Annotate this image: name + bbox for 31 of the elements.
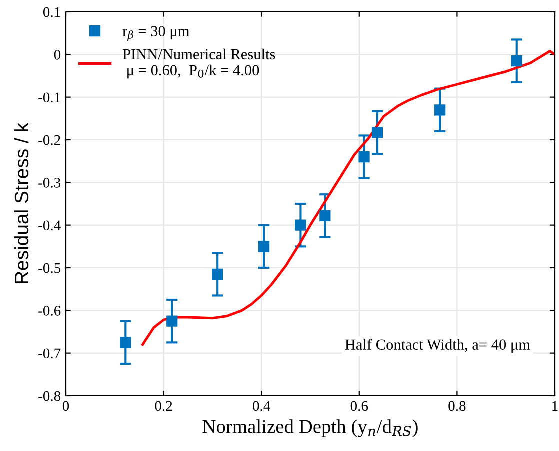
x-tick-label: 0.6 xyxy=(350,401,368,412)
x-tick-label: 0.2 xyxy=(155,401,172,412)
y-tick-label: 0 xyxy=(54,50,61,60)
y-tick-label: -0.3 xyxy=(38,178,61,188)
point xyxy=(295,220,306,231)
point xyxy=(434,104,446,116)
point xyxy=(166,316,178,327)
x-axis-title: Normalized Depth (y$_{n}$/d$_{RS}$) xyxy=(202,420,418,438)
point xyxy=(258,241,270,252)
point xyxy=(212,268,224,280)
point xyxy=(511,56,522,67)
point xyxy=(358,152,370,163)
point xyxy=(120,337,132,348)
y-tick-label: -0.4 xyxy=(38,220,61,231)
x-tick-label: 1 xyxy=(552,401,558,411)
y-axis-title: Residual Stress / k xyxy=(14,122,29,284)
y-tick-label: -0.1 xyxy=(38,92,60,103)
y-tick-label: 0.1 xyxy=(43,7,60,18)
y-tick-label: -0.7 xyxy=(38,348,61,359)
y-tick-label: -0.5 xyxy=(38,263,61,274)
y-tick-label: -0.6 xyxy=(38,306,61,316)
y-tick-label: -0.8 xyxy=(38,391,61,402)
x-tick-label: 0 xyxy=(62,401,70,412)
annotation: Half Contact Width, a= 40 μm xyxy=(345,339,530,354)
point xyxy=(320,210,331,222)
legend-label: PINN/Numerical Results μ = 0.60, P$_{0}$/k = 4.00 xyxy=(122,48,276,79)
point xyxy=(372,127,384,138)
legend-label: r$_{β}$ = 30 μm xyxy=(122,26,190,41)
x-tick-label: 0.8 xyxy=(448,401,466,412)
x-tick-label: 0.4 xyxy=(253,401,270,412)
y-tick-label: -0.2 xyxy=(38,135,60,146)
